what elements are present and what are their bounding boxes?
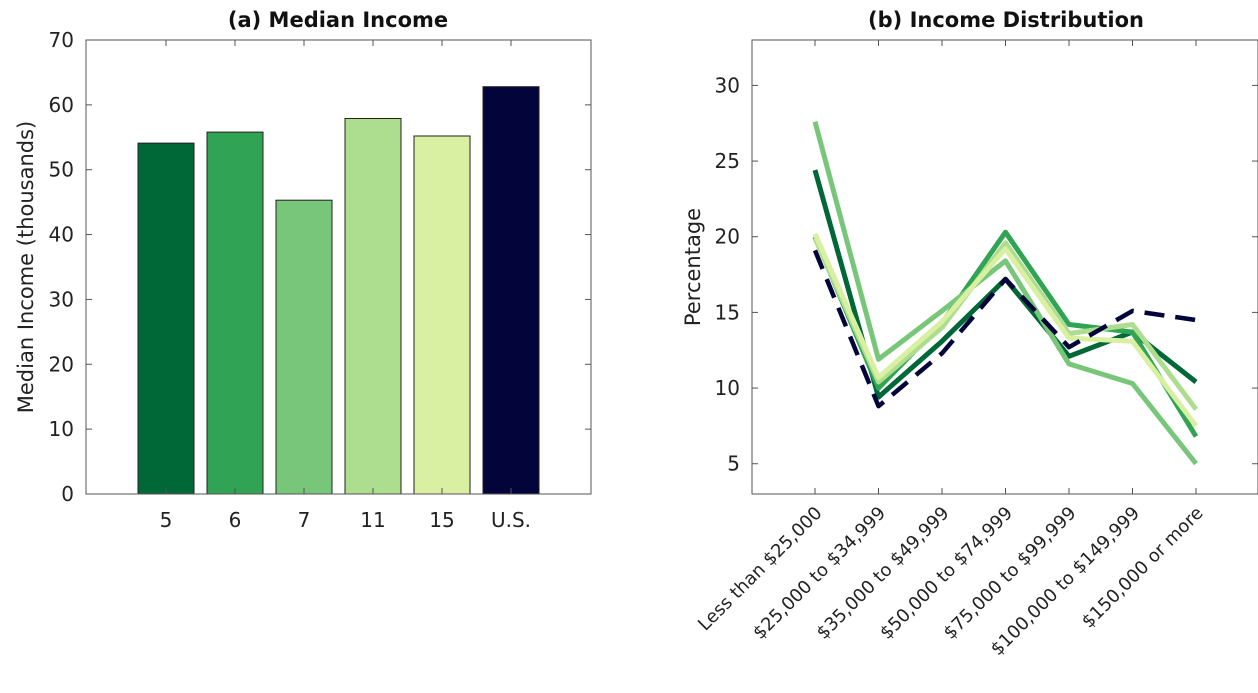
panel-b-y-axis-label: Percentage <box>681 208 705 326</box>
y-tick-label: 5 <box>727 452 740 476</box>
bar-15 <box>413 135 471 495</box>
y-tick-label: 30 <box>49 287 74 311</box>
series-line-2 <box>812 229 1199 438</box>
y-tick-label: 15 <box>715 300 740 324</box>
y-tick-label: 40 <box>49 223 74 247</box>
y-tick-label: 30 <box>715 73 740 97</box>
y-tick-label: 50 <box>49 158 74 182</box>
panel-a-y-axis-label: Median Income (thousands) <box>14 121 38 413</box>
y-axis-ticks: 0 10 20 30 40 50 60 70 <box>49 28 591 506</box>
bar-5 <box>137 142 195 495</box>
x-axis-ticks: 5 6 7 11 15 U.S. <box>160 40 531 532</box>
x-tick-label: $150,000 or more <box>1078 503 1208 633</box>
y-tick-label: 10 <box>715 376 740 400</box>
bar-6 <box>206 131 264 495</box>
bar-11 <box>344 117 402 495</box>
series-line-6 <box>812 249 1197 409</box>
panel-a-frame <box>85 39 592 495</box>
y-tick-label: 0 <box>61 482 74 506</box>
x-tick-label: U.S. <box>491 508 531 532</box>
x-tick-label: 15 <box>429 508 454 532</box>
series-line-5 <box>812 232 1199 428</box>
bar-7 <box>275 199 333 495</box>
y-tick-label: 20 <box>49 352 74 376</box>
y-tick-label: 10 <box>49 417 74 441</box>
median-income-panel: (a) Median Income 0 10 20 30 40 50 60 70 5 6 7 11 1… <box>14 8 592 532</box>
y-axis-ticks: 5 10 15 20 25 30 <box>715 73 1258 476</box>
income-distribution-panel: (b) Income Distribution 5 10 15 20 25 30 Less… <box>681 8 1258 660</box>
x-axis-ticks: Less than $25,000$25,000 to $34,999$35,0… <box>694 40 1208 660</box>
x-tick-label: Less than $25,000 <box>694 503 826 635</box>
series-line-3 <box>812 121 1198 466</box>
x-tick-label: 7 <box>298 508 311 532</box>
series-lines <box>812 121 1199 466</box>
y-tick-label: 60 <box>49 93 74 117</box>
x-tick-label: 5 <box>160 508 173 532</box>
y-tick-label: 70 <box>49 28 74 52</box>
y-tick-label: 25 <box>715 149 740 173</box>
panel-b-title: (b) Income Distribution <box>868 8 1144 32</box>
bar-u-s <box>482 86 540 495</box>
y-tick-label: 20 <box>715 225 740 249</box>
panel-a-title: (a) Median Income <box>228 8 448 32</box>
x-tick-label: 11 <box>360 508 385 532</box>
x-tick-label: 6 <box>229 508 242 532</box>
series-line-4 <box>812 237 1199 411</box>
bars <box>137 86 540 495</box>
